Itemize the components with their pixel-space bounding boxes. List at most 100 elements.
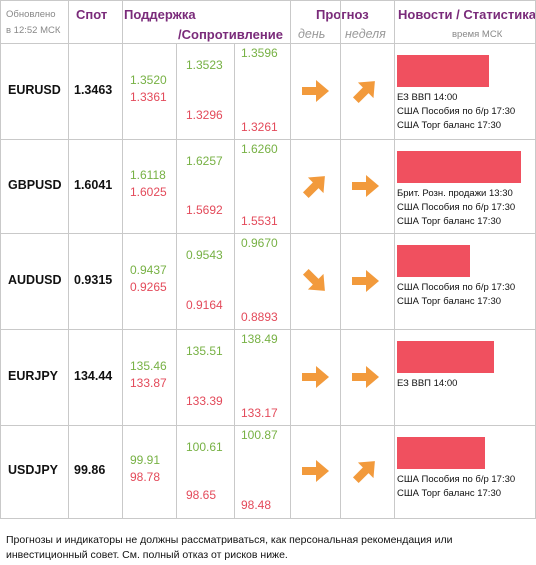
support-1: 0.9437 [130,263,167,277]
resistance-2: 133.39 [186,394,223,408]
resistance-1: 0.9265 [130,280,167,294]
updated-line-1: Обновлено [6,9,56,20]
header-forecast: Прогноз [316,7,369,22]
support-1: 1.3520 [130,73,167,87]
resistance-3: 133.17 [241,406,278,420]
grid-line-col-1 [68,0,69,518]
news-item[interactable]: США Пособия по б/р 17:30 [397,282,516,293]
grid-line-col-2 [122,0,123,518]
news-list: США Пособия по б/р 17:30 США Торг баланс … [397,281,515,309]
arrow-right-icon [298,74,332,108]
currency-pair: AUDUSD [8,273,62,287]
arrow-right-icon [298,454,332,488]
support-2: 1.3523 [186,58,223,72]
grid-line-row-2 [0,233,536,234]
support-2: 135.51 [186,344,223,358]
header-resistance: /Сопротивление [178,27,283,42]
header-news: Новости / Статистика [398,7,536,22]
news-impact-bar [397,437,485,469]
arrow-right-icon [348,264,382,298]
resistance-1: 133.87 [130,376,167,390]
grid-line-col-3 [290,0,291,518]
disclaimer-text: Прогнозы и индикаторы не должны рассматр… [6,534,453,561]
support-1: 135.46 [130,359,167,373]
arrow-right-icon [348,360,382,394]
header-spot: Спот [76,7,108,22]
news-item[interactable]: США Торг баланс 17:30 [397,216,502,227]
news-item[interactable]: США Торг баланс 17:30 [397,488,502,499]
grid-line-col-5 [394,0,395,518]
table-row: EURUSD 1.3463 1.3520 1.3361 1.3523 1.3296 1.35… [0,43,536,139]
currency-pair: USDJPY [8,463,59,477]
support-2: 1.6257 [186,154,223,168]
spot-price: 1.6041 [74,178,113,192]
arrow-right-icon [348,169,382,203]
news-item[interactable]: США Пособия по б/р 17:30 [397,202,516,213]
header-week: неделя [345,27,386,41]
resistance-2: 1.3296 [186,108,223,122]
news-item[interactable]: США Пособия по б/р 17:30 [397,474,516,485]
support-3: 1.6260 [241,142,278,156]
resistance-3: 98.48 [241,498,272,512]
grid-line-row-1 [0,139,536,140]
arrow-right-icon [298,360,332,394]
table-row: AUDUSD 0.9315 0.9437 0.9265 0.9543 0.9164 0.96… [0,233,536,329]
grid-line-top [0,0,536,1]
updated-label: Обновлено в 12:52 МСК [6,9,60,37]
support-1: 1.6118 [130,168,166,182]
table-row: GBPUSD 1.6041 1.6118 1.6025 1.6257 1.5692 1.62… [0,139,536,233]
grid-line-col-0 [0,0,1,518]
table-row: EURJPY 134.44 135.46 133.87 135.51 133.39 138.… [0,329,536,425]
news-list: Брит. Розн. продажи 13:30 США Пособия по … [397,187,515,229]
grid-line-row-3 [0,329,536,330]
spot-price: 134.44 [74,369,113,383]
currency-pair: EURUSD [8,83,61,97]
news-list: США Пособия по б/р 17:30 США Торг баланс … [397,473,515,501]
support-1: 99.91 [130,453,161,467]
news-impact-bar [397,55,489,87]
news-item[interactable]: США Торг баланс 17:30 [397,296,502,307]
grid-line-row-4 [0,425,536,426]
spot-price: 1.3463 [74,83,113,97]
news-item[interactable]: США Торг баланс 17:30 [397,120,502,131]
news-list: ЕЗ ВВП 14:00 США Пособия по б/р 17:30 США … [397,91,515,133]
news-impact-bar [397,245,470,277]
grid-line-row-0 [0,43,536,44]
news-item[interactable]: США Пособия по б/р 17:30 [397,106,516,117]
updated-line-2: в 12:52 МСК [6,25,61,36]
resistance-3: 0.8893 [241,310,278,324]
resistance-2: 1.5692 [186,203,223,217]
news-item[interactable]: ЕЗ ВВП 14:00 [397,378,458,389]
arrow-up-right-icon [298,169,332,203]
arrow-up-right-icon [348,454,382,488]
currency-pair: GBPUSD [8,178,62,192]
grid-line-bottom [0,518,536,519]
news-impact-bar [397,341,494,373]
header-time: время МСК [452,29,503,40]
support-2: 100.61 [186,440,223,454]
arrow-down-right-icon [298,264,332,298]
support-3: 0.9670 [241,236,278,250]
resistance-3: 1.3261 [241,120,278,134]
arrow-up-right-icon [348,74,382,108]
resistance-2: 0.9164 [186,298,223,312]
news-list: ЕЗ ВВП 14:00 [397,377,457,391]
resistance-1: 1.6025 [130,185,167,199]
resistance-1: 1.3361 [130,90,167,104]
header-support: Поддержка [124,7,196,22]
support-3: 138.49 [241,332,278,346]
grid-line-col-4 [340,0,341,518]
resistance-2: 98.65 [186,488,217,502]
news-item[interactable]: ЕЗ ВВП 14:00 [397,92,458,103]
support-3: 1.3596 [241,46,278,60]
support-3: 100.87 [241,428,278,442]
header-day: день [298,27,326,41]
news-impact-bar [397,151,521,183]
news-item[interactable]: Брит. Розн. продажи 13:30 [397,188,513,199]
grid-line-subcol-1 [234,43,235,518]
currency-pair: EURJPY [8,369,59,383]
resistance-3: 1.5531 [241,214,278,228]
resistance-1: 98.78 [130,470,161,484]
spot-price: 99.86 [74,463,106,477]
grid-line-subcol-0 [176,43,177,518]
